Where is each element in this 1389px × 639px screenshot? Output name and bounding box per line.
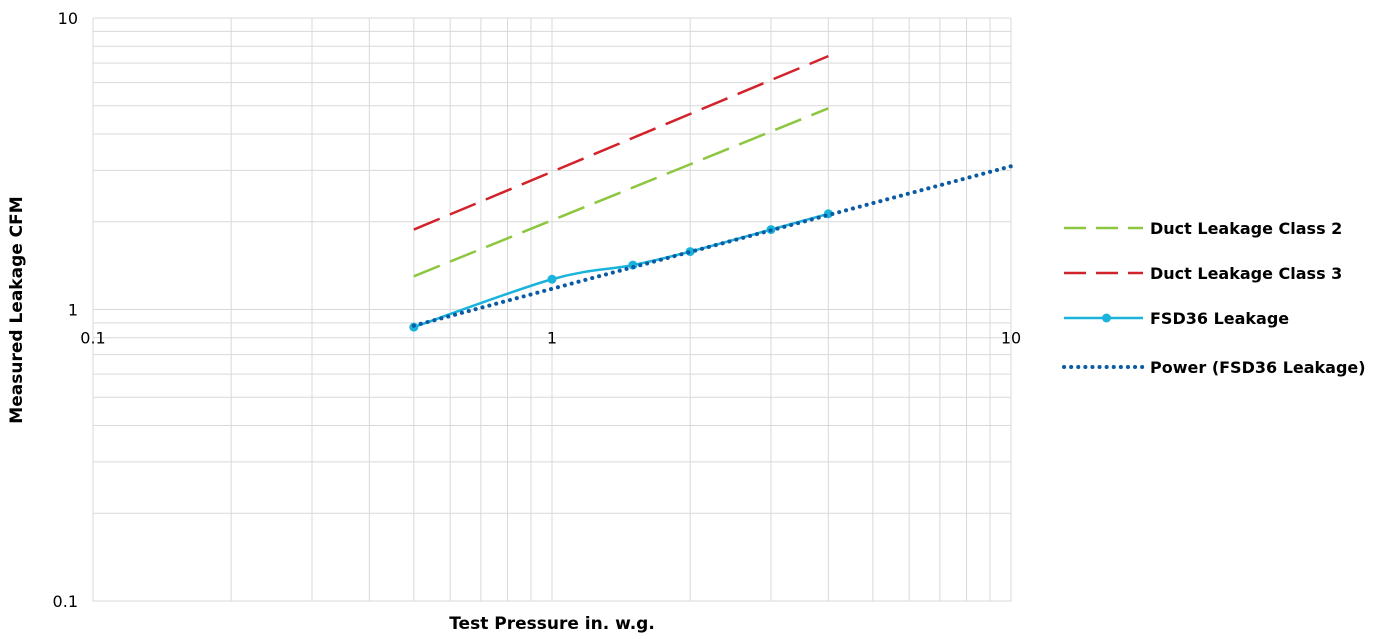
series-layer (409, 54, 1013, 332)
legend-label: Duct Leakage Class 3 (1150, 264, 1342, 283)
data-point (547, 274, 557, 284)
y-tick-label: 10 (58, 9, 78, 28)
grid (92, 17, 1012, 602)
x-tick-label: 0.1 (80, 329, 105, 348)
legend-label: Duct Leakage Class 2 (1150, 219, 1342, 238)
y-tick-label: 0.1 (53, 592, 78, 611)
series-line-1 (413, 107, 829, 278)
y-axis-title: Measured Leakage CFM (7, 196, 27, 423)
x-tick-label: 1 (547, 329, 557, 348)
legend-marker (1102, 313, 1111, 323)
legend: Duct Leakage Class 2 Duct Leakage Class 3… (1062, 219, 1366, 377)
y-tick-label: 1 (68, 301, 78, 320)
series-line-2 (413, 54, 829, 231)
legend-label: FSD36 Leakage (1150, 309, 1289, 328)
legend-label: Power (FSD36 Leakage) (1150, 358, 1366, 377)
x-tick-label: 10 (1001, 329, 1021, 348)
x-axis-title: Test Pressure in. w.g. (449, 614, 655, 634)
